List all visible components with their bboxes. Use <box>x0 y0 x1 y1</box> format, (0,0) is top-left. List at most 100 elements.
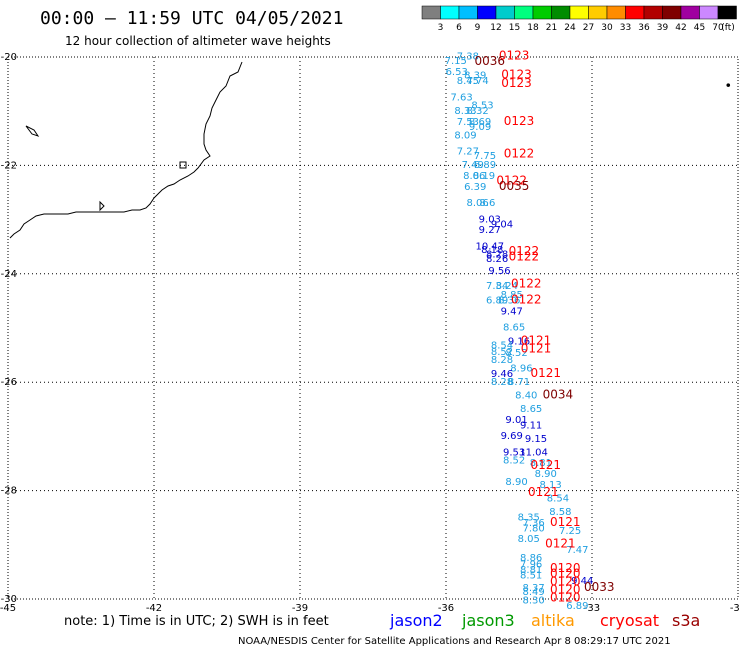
wave-height-value: 8.36 <box>498 296 520 307</box>
colorbar-label: 12 <box>490 23 501 33</box>
wave-height-value: 7.36 <box>522 518 544 529</box>
wave-height-value: 8.32 <box>467 106 489 117</box>
wave-height-value: 9.04 <box>491 220 513 231</box>
x-tick-label: -36 <box>438 603 454 614</box>
wave-height-value: 7.49 <box>462 160 484 171</box>
x-tick-label: -30 <box>730 603 740 614</box>
colorbar-label: 3 <box>438 23 444 33</box>
colorbar-swatch <box>569 5 589 20</box>
legend-cryosat: cryosat <box>600 611 659 630</box>
pass-time-label: 0121 <box>530 366 561 380</box>
wave-height-value: 8.71 <box>508 377 530 388</box>
note-text: note: 1) Time is in UTC; 2) SWH is in fe… <box>64 614 329 629</box>
colorbar-label: 39 <box>657 23 669 33</box>
pass-time-label: 0122 <box>496 173 527 187</box>
wave-height-value: 7.15 <box>445 56 467 67</box>
pass-time-label: 0123 <box>501 76 532 90</box>
y-tick-label: -28 <box>1 486 17 497</box>
wave-height-value: 8.58 <box>549 507 571 518</box>
wave-height-value: 8.53 <box>471 100 493 111</box>
pass-time-label: 0035 <box>499 179 530 193</box>
colorbar-label: 33 <box>620 23 631 33</box>
wave-height-value: 9.53 <box>503 447 525 458</box>
coastline <box>9 61 243 239</box>
pass-time-label: 0121 <box>550 515 581 529</box>
x-tick-label: -45 <box>0 603 16 614</box>
wave-height-value: 7.75 <box>474 151 496 162</box>
wave-height-value: 8.86 <box>520 553 542 564</box>
wave-height-value: 8.09 <box>454 130 476 141</box>
wave-height-value: 8.37 <box>522 583 544 594</box>
y-tick-label: -24 <box>1 269 17 280</box>
colorbar-unit: (ft) <box>721 23 735 33</box>
colorbar-swatch <box>606 5 626 20</box>
wave-height-value: 6.89 <box>486 296 508 307</box>
wave-height-value: 10.47 <box>475 241 504 252</box>
footer-credit: NOAA/NESDIS Center for Satellite Applica… <box>238 636 671 647</box>
wave-height-value: 7.47 <box>566 545 588 556</box>
chart-subtitle: 12 hour collection of altimeter wave hei… <box>65 34 331 48</box>
pass-time-label: 0123 <box>499 49 530 63</box>
pass-time-label: 0122 <box>509 249 540 263</box>
coastline-path <box>9 61 243 239</box>
y-tick-label: -30 <box>1 594 17 605</box>
y-tick-label: -20 <box>1 52 17 63</box>
wave-height-value: 7.80 <box>522 523 544 534</box>
chart-title: 00:00 — 11:59 UTC 04/05/2021 <box>40 8 343 29</box>
data-marks: 7.387.156.538.398.457.74 7.638.538.338.32… <box>445 49 731 612</box>
wave-height-value: 9.27 <box>479 225 501 236</box>
wave-height-value: 9.47 <box>501 306 523 317</box>
legend-altika: altika <box>531 611 575 630</box>
pass-time-label: 0123 <box>504 114 535 128</box>
pass-time-label: 0036 <box>475 54 506 68</box>
pass-time-label: 0122 <box>509 244 540 258</box>
colorbar-swatch <box>421 5 441 20</box>
x-tick-label: -42 <box>146 603 162 614</box>
colorbar-label: 9 <box>475 23 481 33</box>
pass-time-label: 0033 <box>584 580 615 594</box>
colorbar-label: 18 <box>527 23 539 33</box>
wave-height-value: 8.49 <box>522 587 544 598</box>
wave-height-value: 9.44 <box>571 576 593 587</box>
x-tick-label: -33 <box>584 603 600 614</box>
pass-time-label: 0122 <box>511 293 542 307</box>
wave-height-value: 8.52 <box>491 347 513 358</box>
legend-s3a: s3a <box>672 611 700 630</box>
point-marker <box>726 83 731 87</box>
colorbar-swatch <box>440 5 460 20</box>
pass-time-label: 0121 <box>521 333 552 347</box>
island-outline <box>25 125 40 137</box>
wave-height-value: 8.28 <box>491 377 513 388</box>
colorbar-swatch <box>643 5 663 20</box>
legend-jason3: jason3 <box>461 611 515 630</box>
wave-height-value: 9.03 <box>479 214 501 225</box>
wave-height-value: 8.06 <box>467 198 489 209</box>
pass-time-label: 0121 <box>530 458 561 472</box>
wave-height-value: 8.33 <box>454 106 476 117</box>
colorbar-swatch <box>477 5 497 20</box>
pass-time-label: 0121 <box>528 485 559 499</box>
wave-height-value: 7.34 <box>486 281 508 292</box>
wave-height-value: 7.38 <box>457 52 479 63</box>
wave-height-value: 8.52 <box>503 456 525 467</box>
colorbar-label: 24 <box>564 23 576 33</box>
wave-height-value: 8.06 <box>463 171 485 182</box>
pass-time-label: 0122 <box>504 146 535 160</box>
wave-height-value: 7.53 <box>457 117 479 128</box>
pass-time-label: 0120 <box>550 591 581 605</box>
colorbar-swatch <box>514 5 534 20</box>
wave-height-value: 8.96 <box>510 363 532 374</box>
wave-height-value: 8.45 <box>457 76 479 87</box>
wave-height-value: 8.40 <box>515 390 537 401</box>
pass-time-label: 0120 <box>550 561 581 575</box>
island-outline <box>99 200 105 212</box>
colorbar-swatch <box>662 5 682 20</box>
map-grid <box>7 56 739 600</box>
wave-height-value: 7.74 <box>467 76 489 87</box>
satellite-legend: jason2 jason3 altika cryosat s3a <box>389 611 700 630</box>
wave-height-value: 8.18 <box>481 245 503 256</box>
wave-height-value: 8.19 <box>473 171 495 182</box>
colorbar-label: 6 <box>456 23 462 33</box>
